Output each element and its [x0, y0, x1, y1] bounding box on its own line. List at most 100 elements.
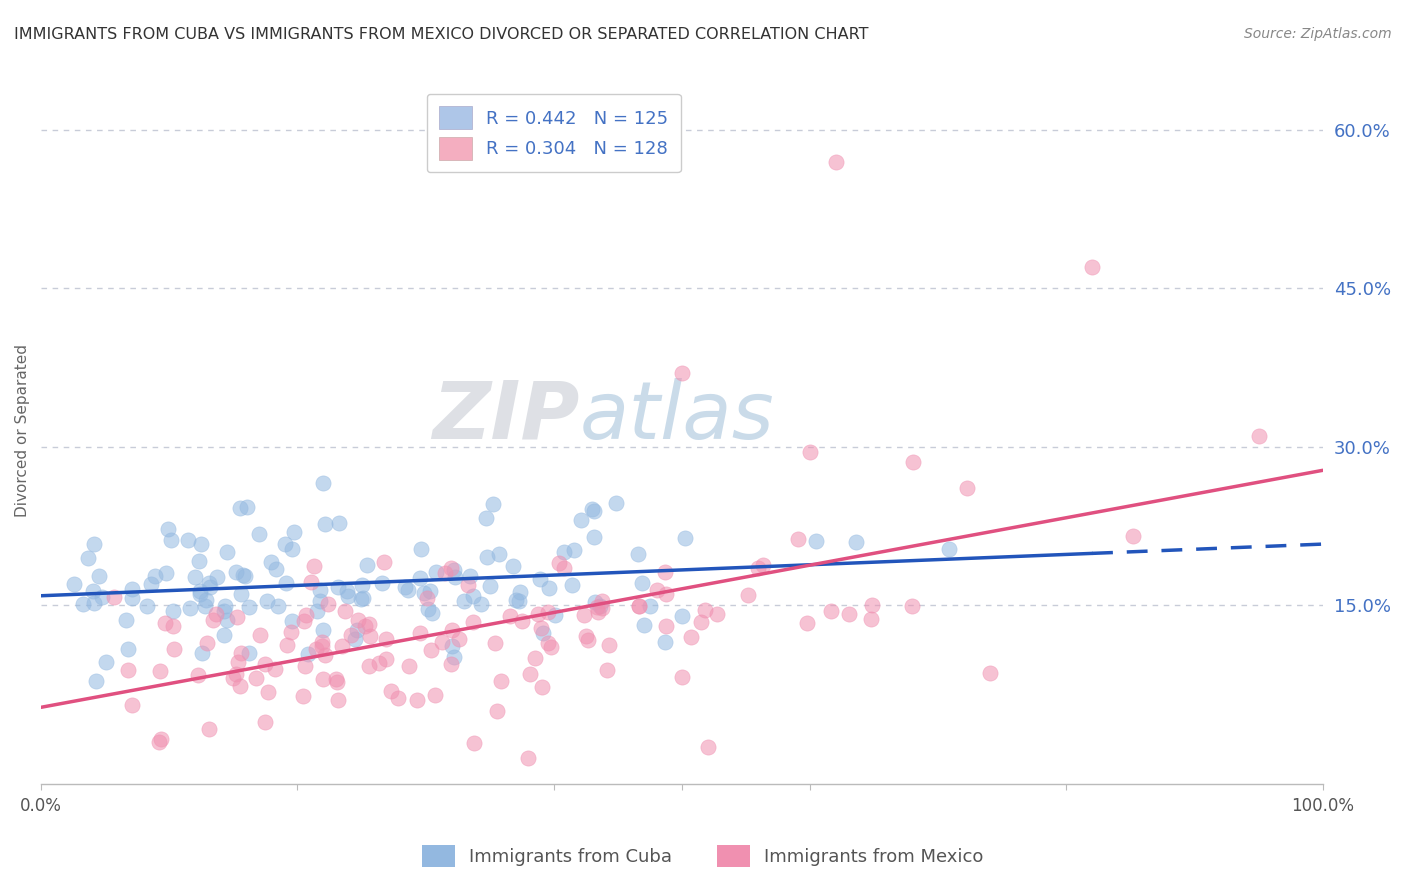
Point: [121, 582, 143, 596]
Point: [838, 607, 860, 622]
Point: [440, 657, 463, 671]
Point: [245, 671, 267, 685]
Point: [328, 580, 350, 594]
Point: [413, 586, 436, 600]
Point: [311, 640, 333, 654]
Text: Source: ZipAtlas.com: Source: ZipAtlas.com: [1244, 27, 1392, 41]
Point: [325, 672, 347, 686]
Point: [159, 533, 181, 547]
Point: [901, 455, 924, 469]
Point: [198, 580, 221, 594]
Point: [350, 578, 373, 592]
Point: [578, 632, 600, 647]
Point: [901, 599, 924, 614]
Point: [326, 675, 349, 690]
Point: [681, 630, 703, 644]
Point: [359, 629, 381, 643]
Point: [308, 593, 330, 607]
Point: [544, 607, 567, 622]
Point: [509, 585, 531, 599]
Point: [433, 566, 456, 580]
Point: [824, 154, 846, 169]
Point: [453, 594, 475, 608]
Point: [804, 533, 827, 548]
Point: [569, 512, 592, 526]
Point: [339, 628, 361, 642]
Point: [572, 607, 595, 622]
Point: [295, 607, 318, 622]
Point: [312, 476, 335, 491]
Point: [201, 613, 224, 627]
Point: [212, 628, 235, 642]
Point: [117, 641, 139, 656]
Point: [512, 614, 534, 628]
Point: [820, 604, 842, 618]
Point: [333, 604, 356, 618]
Point: [257, 685, 280, 699]
Point: [582, 530, 605, 544]
Point: [229, 679, 252, 693]
Point: [633, 618, 655, 632]
Point: [419, 642, 441, 657]
Point: [530, 620, 553, 634]
Point: [215, 613, 238, 627]
Point: [561, 578, 583, 592]
Point: [162, 604, 184, 618]
Point: [440, 561, 463, 575]
Y-axis label: Divorced or Separated: Divorced or Separated: [15, 344, 30, 517]
Point: [485, 704, 508, 718]
Point: [267, 599, 290, 613]
Point: [458, 569, 481, 583]
Point: [540, 640, 562, 655]
Point: [443, 563, 465, 577]
Point: [318, 597, 340, 611]
Point: [359, 659, 381, 673]
Point: [155, 566, 177, 580]
Point: [418, 602, 440, 616]
Point: [440, 639, 463, 653]
Point: [314, 648, 336, 662]
Point: [82, 584, 104, 599]
Point: [163, 641, 186, 656]
Point: [141, 577, 163, 591]
Point: [527, 607, 550, 621]
Point: [693, 603, 716, 617]
Point: [654, 565, 676, 579]
Point: [281, 614, 304, 628]
Point: [367, 657, 389, 671]
Point: [432, 635, 454, 649]
Point: [176, 533, 198, 548]
Point: [586, 605, 609, 619]
Point: [548, 556, 571, 570]
Point: [328, 516, 350, 531]
Point: [1247, 429, 1270, 443]
Point: [214, 599, 236, 614]
Point: [63, 576, 86, 591]
Point: [371, 575, 394, 590]
Point: [409, 625, 432, 640]
Point: [228, 655, 250, 669]
Point: [359, 617, 381, 632]
Point: [591, 601, 613, 615]
Point: [256, 594, 278, 608]
Point: [264, 561, 287, 575]
Point: [225, 610, 247, 624]
Point: [416, 591, 439, 605]
Point: [84, 674, 107, 689]
Point: [83, 537, 105, 551]
Point: [628, 599, 651, 614]
Point: [479, 579, 502, 593]
Point: [117, 663, 139, 677]
Point: [706, 607, 728, 621]
Point: [274, 575, 297, 590]
Point: [304, 641, 326, 656]
Point: [979, 665, 1001, 680]
Point: [311, 635, 333, 649]
Point: [335, 583, 357, 598]
Point: [205, 607, 228, 622]
Point: [786, 532, 808, 546]
Point: [1122, 529, 1144, 543]
Point: [380, 683, 402, 698]
Point: [752, 558, 775, 573]
Point: [409, 542, 432, 557]
